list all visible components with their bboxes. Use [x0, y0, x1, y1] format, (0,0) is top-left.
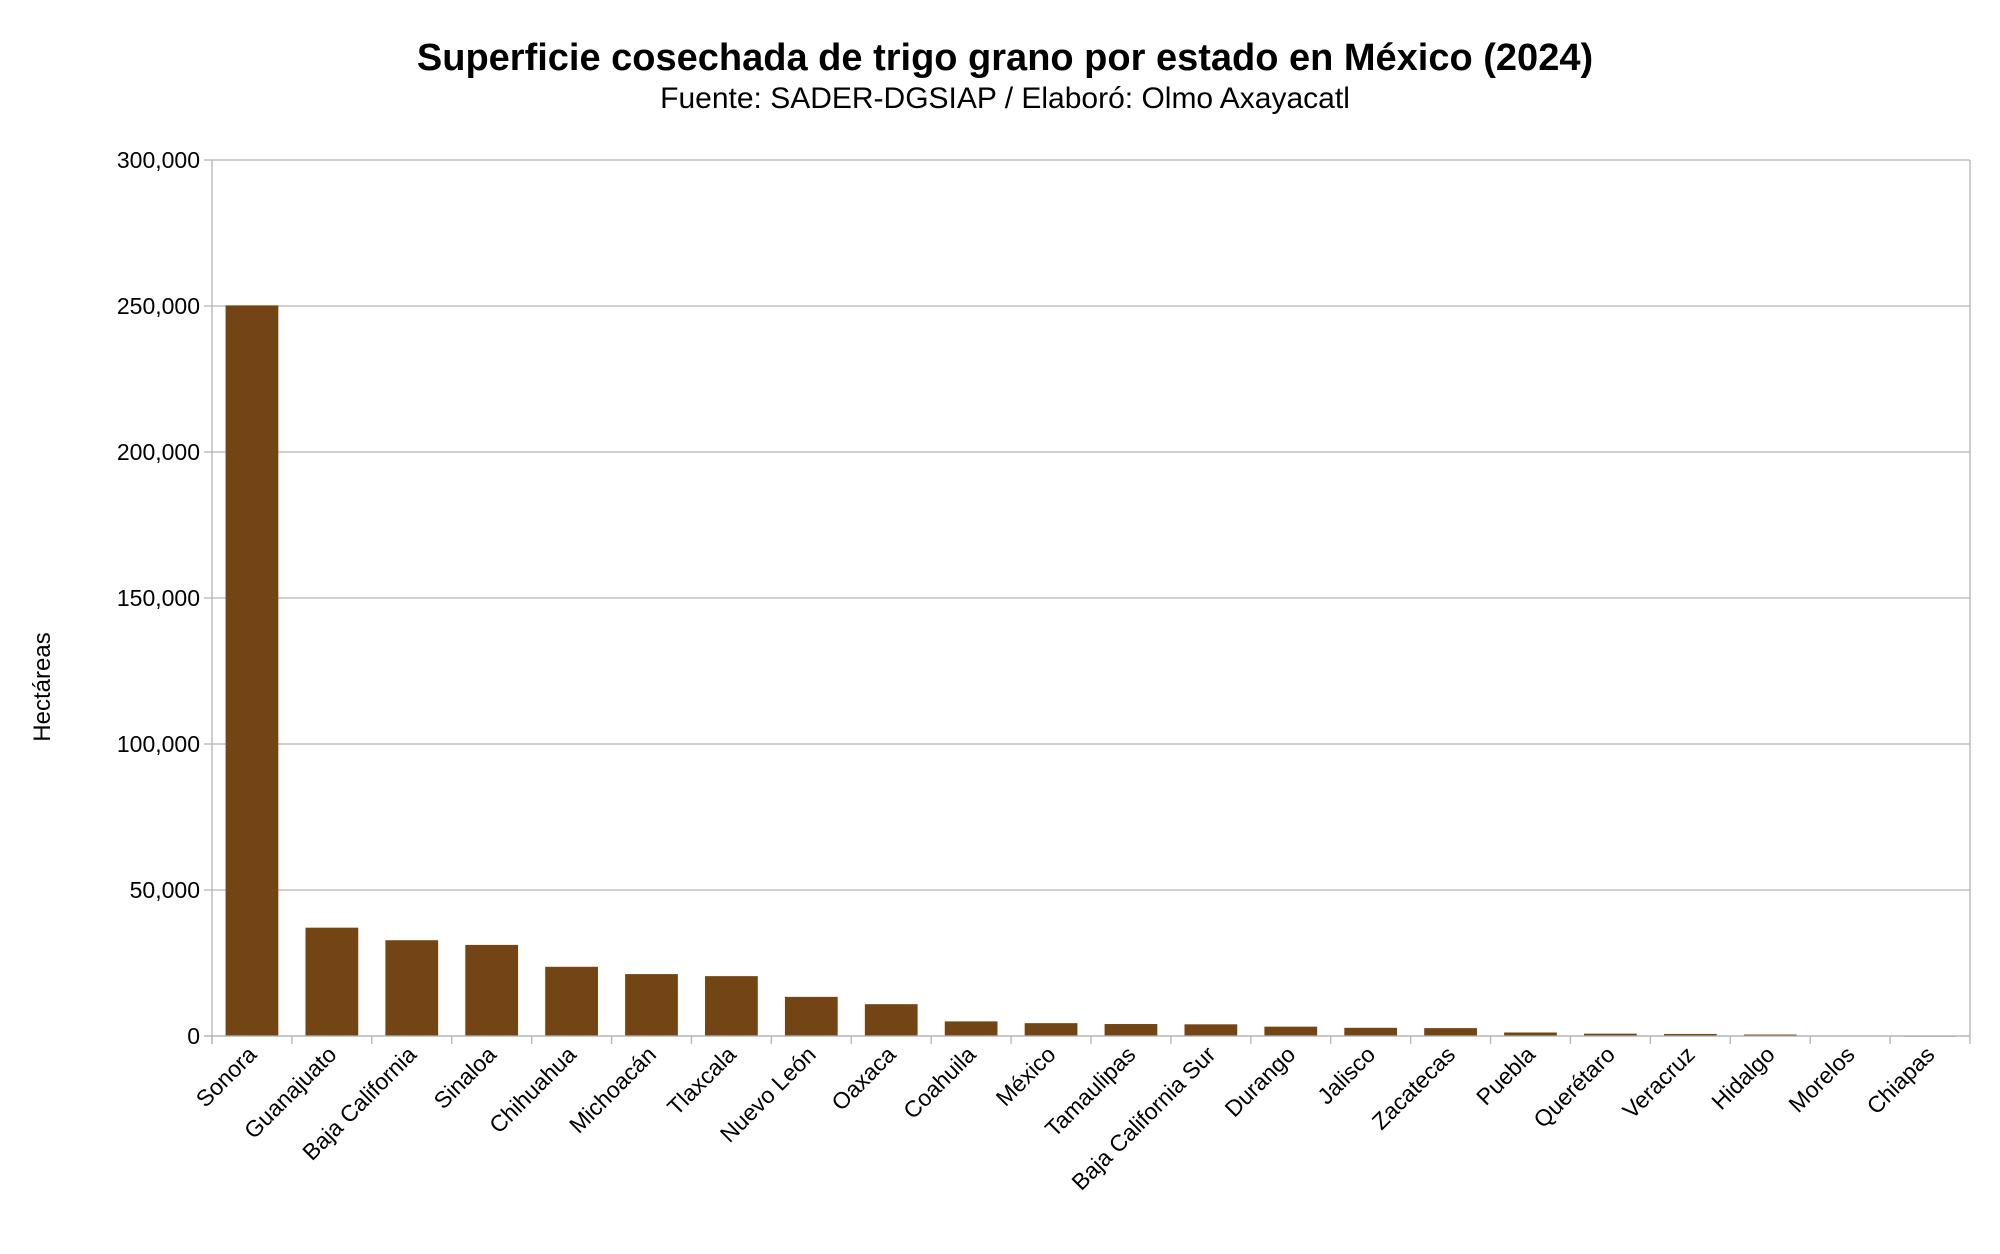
x-tick-label: Zacatecas: [1367, 1041, 1460, 1134]
x-tick-label: Querétaro: [1528, 1041, 1620, 1133]
bar: [545, 966, 598, 1036]
x-tick-label: Hidalgo: [1706, 1041, 1780, 1115]
y-tick-label: 50,000: [130, 877, 200, 903]
x-tick-label: Durango: [1220, 1041, 1301, 1122]
y-tick-label: 200,000: [117, 439, 200, 465]
y-tick-label: 100,000: [117, 731, 200, 757]
x-tick-label: México: [991, 1041, 1061, 1111]
bar: [1184, 1024, 1238, 1036]
bar: [1504, 1032, 1557, 1036]
x-tick-label: Tlaxcala: [662, 1041, 741, 1120]
x-tick-label: Chiapas: [1862, 1041, 1940, 1119]
bar: [944, 1021, 998, 1036]
y-axis-title: Hectáreas: [29, 632, 56, 741]
bar: [1424, 1028, 1477, 1036]
bar: [705, 976, 758, 1036]
y-tick-label: 0: [187, 1023, 200, 1049]
x-tick-label: Coahuila: [898, 1041, 981, 1124]
bar: [864, 1004, 918, 1036]
y-tick-label: 300,000: [117, 147, 200, 173]
x-tick-label: Sinaloa: [429, 1041, 502, 1114]
chart-subtitle: Fuente: SADER-DGSIAP / Elaboró: Olmo Axa…: [660, 82, 1350, 115]
y-axis-ticks: 0 50,000 100,000 150,000 200,000 250,000 300,0…: [117, 147, 200, 1049]
bar: [1344, 1027, 1398, 1036]
x-tick-label: Oaxaca: [826, 1041, 901, 1116]
y-tick-label: 250,000: [117, 293, 200, 319]
bar: [1584, 1033, 1637, 1036]
x-tick-label: Baja California Sur: [1066, 1041, 1220, 1195]
bar: [1104, 1024, 1158, 1036]
bar: [625, 974, 678, 1036]
x-tick-label: Sonora: [191, 1041, 262, 1112]
y-tick-label: 150,000: [117, 585, 200, 611]
bar: [385, 940, 439, 1036]
chart-title: Superficie cosechada de trigo grano por …: [417, 37, 1593, 79]
bar: [1264, 1026, 1318, 1036]
bar: [305, 927, 359, 1036]
x-tick-label: Michoacán: [564, 1041, 661, 1138]
bar: [1743, 1034, 1797, 1036]
bars: [204, 305, 1970, 1037]
bar: [225, 305, 279, 1036]
bar: [1663, 1033, 1717, 1036]
x-tick-label: Veracruz: [1617, 1041, 1700, 1124]
x-tick-label: Puebla: [1471, 1041, 1540, 1110]
gridlines: [204, 159, 1971, 1044]
x-tick-label: Jalisco: [1312, 1041, 1380, 1109]
bar: [1024, 1023, 1078, 1036]
x-tick-label: Morelos: [1783, 1041, 1859, 1117]
bar: [465, 944, 519, 1036]
bar: [784, 996, 838, 1036]
